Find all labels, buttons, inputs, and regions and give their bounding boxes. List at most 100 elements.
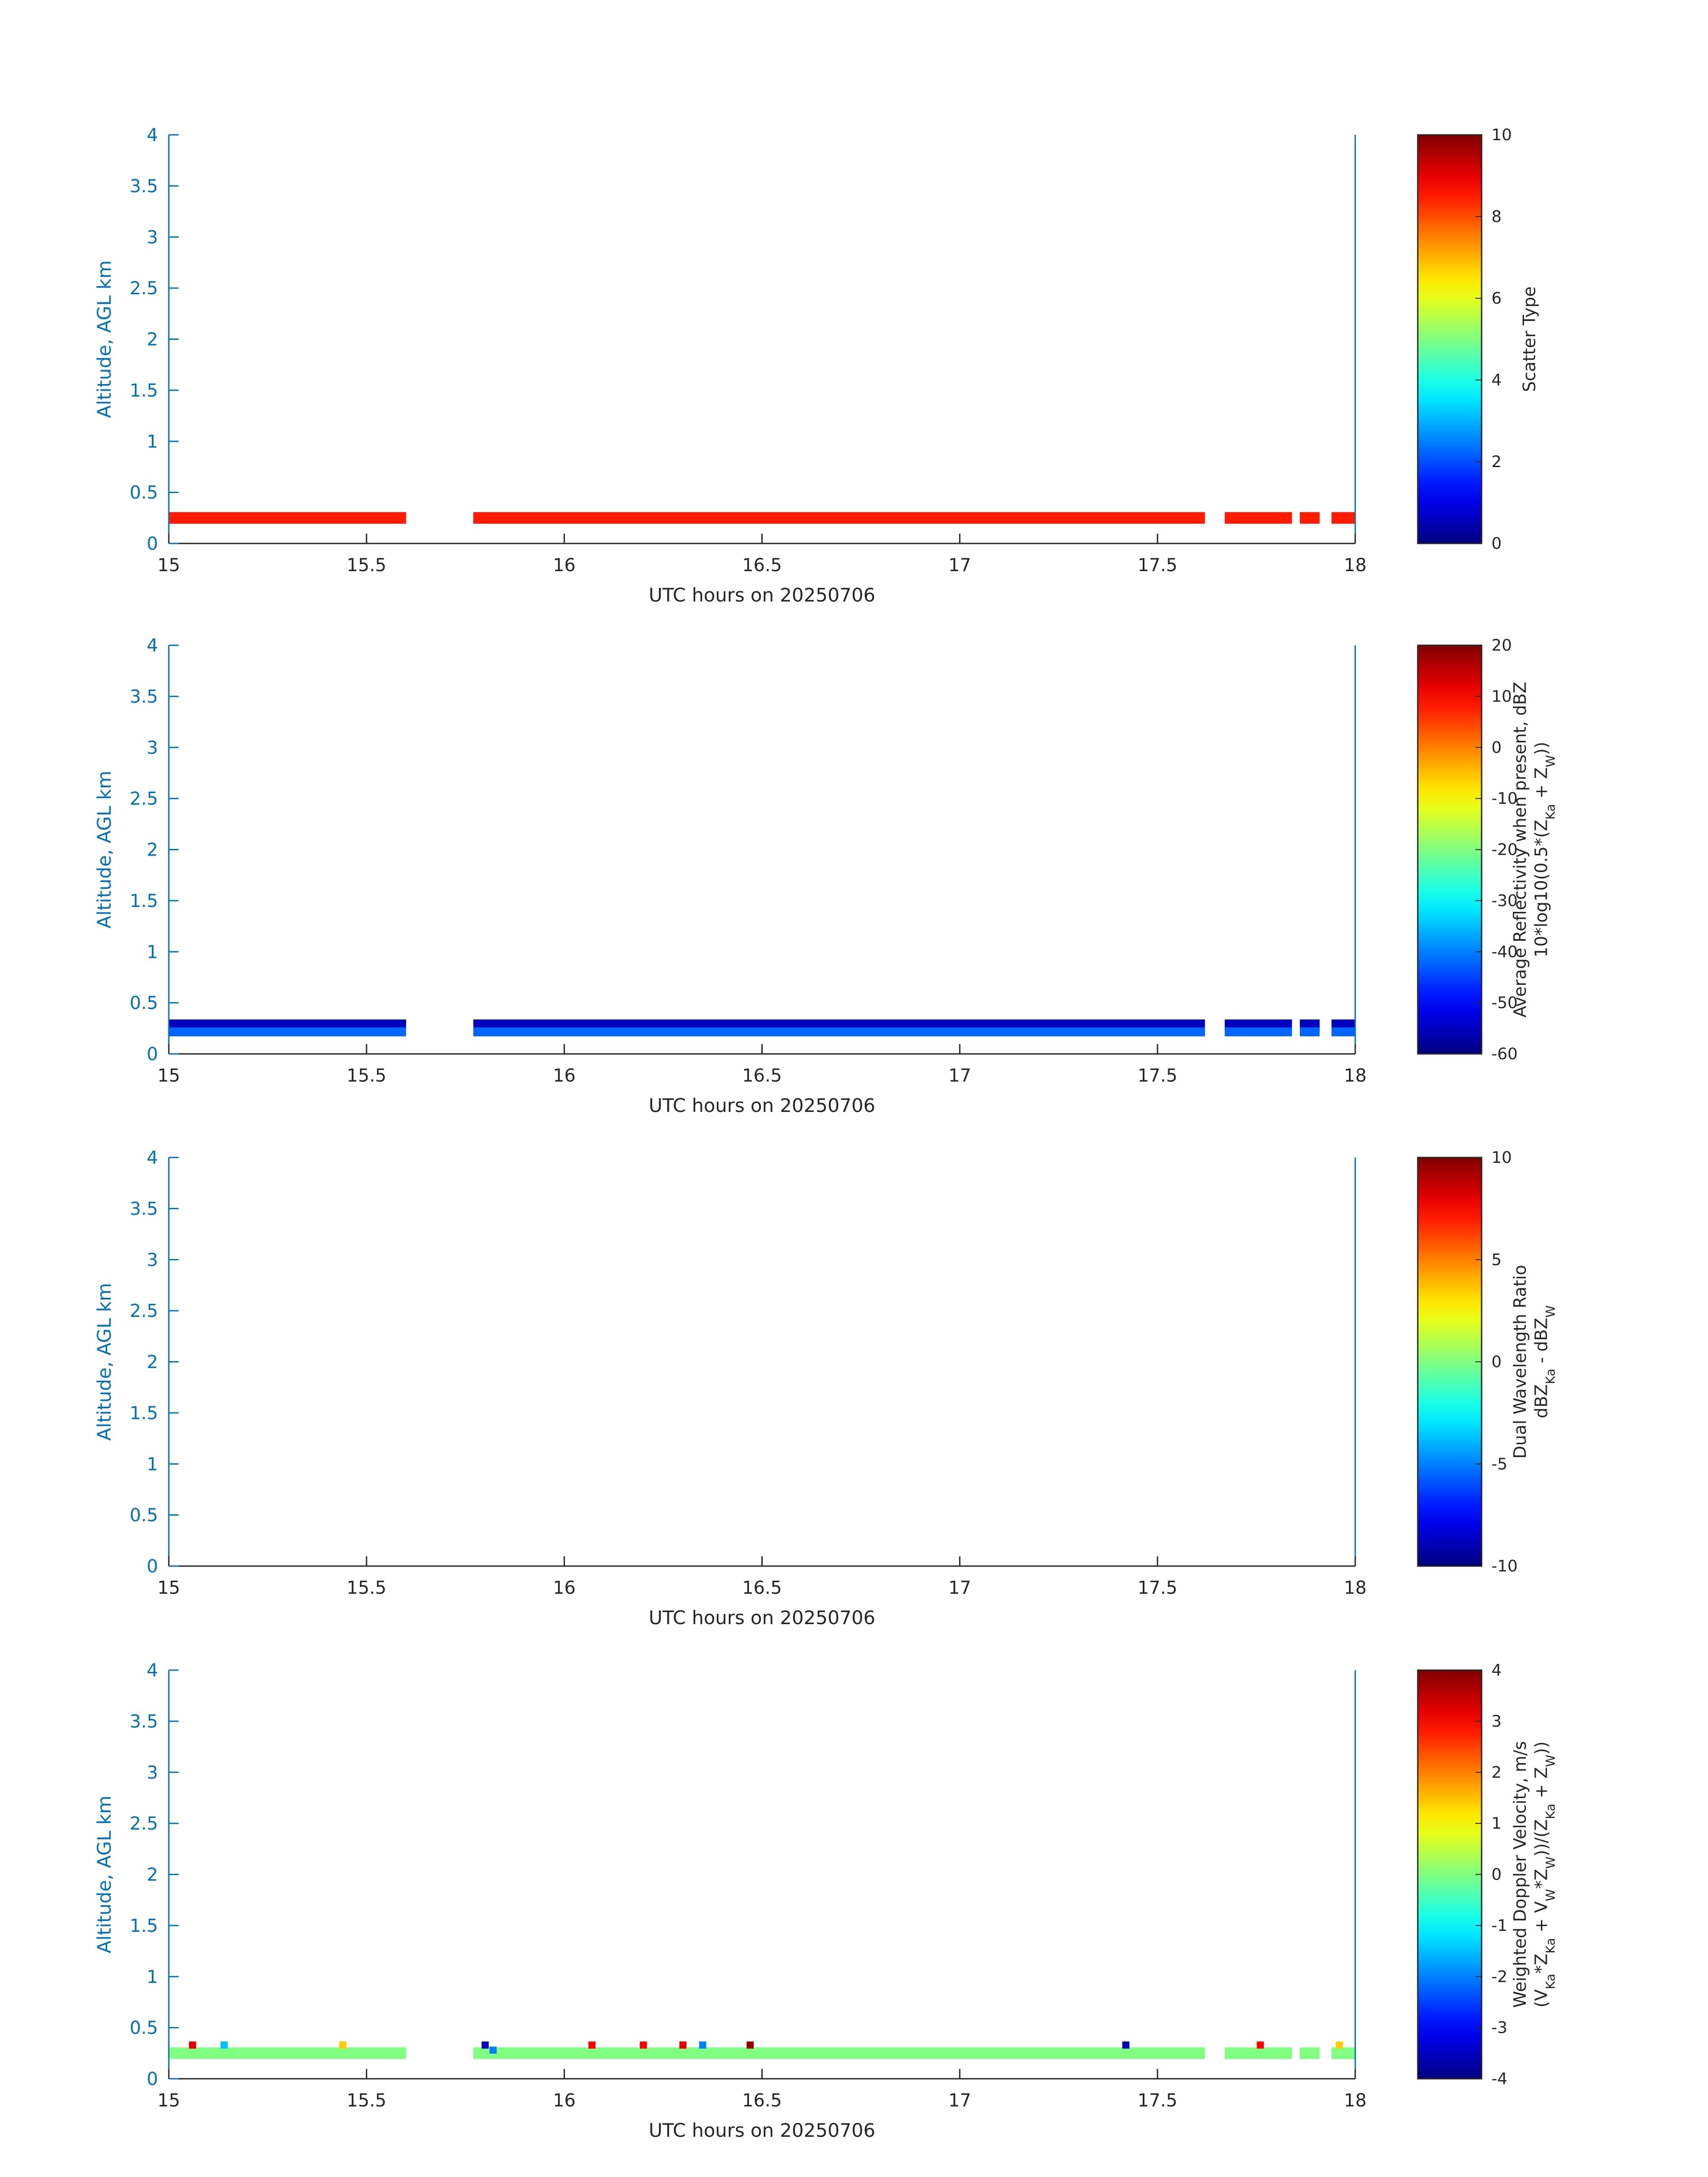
colorbar-tick-label: -50 [1491, 994, 1518, 1012]
x-tick-label: 17.5 [1138, 555, 1178, 576]
y-tick-label: 0.5 [129, 1505, 158, 1526]
y-tick-label: 4 [147, 635, 158, 656]
y-tick-label: 1 [147, 1454, 158, 1475]
y-tick-label: 0.5 [129, 993, 158, 1014]
colorbar-tick-label: 0 [1491, 739, 1502, 757]
colorbar-tick-label: 8 [1491, 208, 1502, 226]
x-tick-label: 15.5 [347, 555, 386, 576]
colorbar-label-part: dBZ [1532, 1384, 1551, 1418]
y-tick-label: 3 [147, 227, 158, 248]
data-outlier [679, 2041, 687, 2049]
colorbar-tick-label: 5 [1491, 1251, 1502, 1269]
colorbar-tick-label: 4 [1491, 1661, 1502, 1680]
colorbar-label-line: Dual Wavelength Ratio [1510, 1265, 1530, 1458]
x-tick-label: 15.5 [347, 1578, 386, 1598]
y-tick-label: 3.5 [129, 1199, 158, 1219]
y-tick-label: 3 [147, 1250, 158, 1270]
colorbar-tick-label: 1 [1491, 1814, 1502, 1833]
x-tick-label: 15 [158, 1578, 180, 1598]
colorbar-label-part: (V [1532, 1989, 1551, 2008]
colorbar-label-subscript: W [1543, 1755, 1558, 1767]
data-segment-lower [1224, 1027, 1292, 1036]
colorbar-tick-label: 6 [1491, 289, 1502, 308]
colorbar-label-part: 10*log10(0.5*(Z [1532, 819, 1551, 957]
colorbar-label-part: + V [1532, 1901, 1551, 1938]
y-axis-label: Altitude, AGL km [93, 1796, 115, 1953]
colorbar-tick-label: -20 [1491, 841, 1518, 859]
data-outlier [1122, 2041, 1130, 2049]
colorbar-label-part: ))/(Z [1532, 1819, 1551, 1856]
data-outlier [1257, 2041, 1264, 2049]
x-axis-label: UTC hours on 20250706 [649, 584, 876, 606]
colorbar-tick-label: 10 [1491, 126, 1512, 144]
colorbar-tick-label: -10 [1491, 790, 1518, 808]
data-outlier [220, 2041, 228, 2049]
y-tick-label: 2 [147, 1352, 158, 1373]
colorbar [1417, 1157, 1482, 1567]
colorbar-tick-label: -60 [1491, 1045, 1518, 1063]
data-segment-lower [1300, 1027, 1320, 1036]
y-tick-label: 3.5 [129, 686, 158, 707]
y-tick-label: 4 [147, 1660, 158, 1681]
x-tick-label: 17.5 [1138, 2090, 1178, 2111]
x-tick-label: 16.5 [742, 555, 782, 576]
colorbar-tick-label: 2 [1491, 453, 1502, 471]
colorbar-label-part: )) [1532, 742, 1551, 755]
x-axis-label: UTC hours on 20250706 [649, 1607, 876, 1629]
y-tick-label: 0 [147, 2069, 158, 2089]
y-tick-label: 1 [147, 431, 158, 452]
x-tick-label: 17 [948, 2090, 971, 2111]
colorbar-label-part: + Z [1532, 767, 1551, 804]
colorbar-tick-label: -3 [1491, 2019, 1508, 2037]
data-segment [1300, 2047, 1320, 2059]
data-segment [169, 512, 406, 524]
colorbar-label-subscript: Ka [1543, 1938, 1558, 1954]
x-tick-label: 16.5 [742, 1578, 782, 1598]
y-tick-label: 1 [147, 1967, 158, 1987]
y-tick-label: 3 [147, 738, 158, 758]
y-tick-label: 4 [147, 1148, 158, 1168]
colorbar-label-subscript: W [1543, 1889, 1558, 1901]
x-tick-label: 15 [158, 1066, 180, 1086]
colorbar-tick-label: -30 [1491, 892, 1518, 910]
data-outlier [1336, 2041, 1343, 2049]
colorbar [1417, 644, 1482, 1055]
colorbar-label-part: *Z [1532, 1869, 1551, 1889]
data-segment [1224, 512, 1292, 524]
x-tick-label: 15 [158, 555, 180, 576]
y-tick-label: 2.5 [129, 789, 158, 809]
y-tick-label: 3.5 [129, 176, 158, 196]
x-tick-label: 18 [1344, 555, 1367, 576]
colorbar [1417, 134, 1482, 544]
data-segment [1331, 2047, 1355, 2059]
colorbar-tick-label: 4 [1491, 371, 1502, 389]
x-tick-label: 17 [948, 1578, 971, 1598]
colorbar-label-line: Weighted Doppler Velocity, m/s [1510, 1741, 1530, 2008]
x-tick-label: 16 [553, 555, 576, 576]
data-outlier [489, 2046, 497, 2054]
y-axis-label: Altitude, AGL km [93, 260, 115, 418]
y-tick-label: 1.5 [129, 891, 158, 911]
colorbar [1417, 1669, 1482, 2080]
x-tick-label: 17 [948, 1066, 971, 1086]
data-segment [169, 2047, 406, 2059]
y-tick-label: 4 [147, 125, 158, 146]
colorbar-label-subscript: W [1543, 1305, 1558, 1318]
colorbar-tick-label: 0 [1491, 1353, 1502, 1371]
colorbar-tick-label: -40 [1491, 943, 1518, 961]
x-tick-label: 17.5 [1138, 1578, 1178, 1598]
x-tick-label: 16 [553, 1066, 576, 1086]
colorbar-label-part: + Z [1532, 1767, 1551, 1804]
colorbar-label: Weighted Doppler Velocity, m/s(VKa*ZKa +… [1510, 1741, 1558, 2008]
x-tick-label: 15 [158, 2090, 180, 2111]
x-tick-label: 16.5 [742, 2090, 782, 2111]
x-tick-label: 18 [1344, 1578, 1367, 1598]
y-tick-label: 2.5 [129, 1301, 158, 1321]
x-tick-label: 15.5 [347, 2090, 386, 2111]
y-tick-label: 1.5 [129, 380, 158, 401]
x-tick-label: 16 [553, 2090, 576, 2111]
x-axis-label: UTC hours on 20250706 [649, 1095, 876, 1116]
y-tick-label: 1.5 [129, 1916, 158, 1936]
x-tick-label: 17 [948, 555, 971, 576]
